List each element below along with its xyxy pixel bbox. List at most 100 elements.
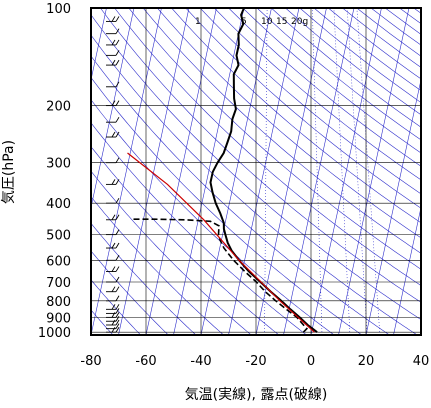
wind-barb-flag	[115, 316, 120, 322]
wind-barb	[106, 323, 120, 330]
wind-barb	[106, 214, 120, 221]
wind-barb-flag	[111, 179, 116, 185]
wind-barb-flag	[115, 81, 120, 88]
wind-barb-flag	[115, 242, 120, 249]
dry-adiabat-line	[91, 146, 280, 335]
mixing-ratio-line	[311, 8, 323, 335]
isotherm-line	[420, 333, 421, 335]
dry-adiabat-line	[228, 8, 421, 167]
wind-barb-flag	[111, 100, 116, 106]
mixing-ratio-label: 10	[261, 17, 273, 27]
dry-adiabat-line	[242, 8, 421, 154]
wind-barb	[106, 16, 120, 22]
wind-barb-flag	[111, 266, 116, 272]
wind-barb-flag	[115, 214, 120, 221]
isotherm-line	[365, 78, 421, 335]
wind-barb-flag	[111, 16, 116, 22]
wind-barb-flag	[115, 50, 120, 56]
wind-barb-flag	[115, 59, 120, 66]
dry-adiabat-line	[91, 77, 363, 335]
isotherm-line	[173, 8, 245, 335]
dry-adiabat-line	[171, 8, 421, 224]
wind-barb-flag	[115, 229, 120, 235]
wind-barb-flag	[115, 16, 120, 22]
wind-barb-flag	[115, 326, 120, 333]
mixing-ratio-labels: 1 5 10 15 20g	[195, 17, 308, 27]
wind-barb-flag	[111, 326, 116, 333]
wind-barb	[106, 326, 120, 333]
wind-barbs	[106, 8, 120, 333]
wind-barb-flag	[115, 116, 120, 123]
y-tick-label: 200	[46, 100, 71, 115]
y-tick-label: 500	[46, 229, 71, 244]
wind-barb-flag	[115, 323, 120, 329]
wind-barb-flag	[111, 131, 116, 138]
dry-adiabat-line	[100, 8, 421, 303]
dry-adiabat-line	[91, 34, 418, 335]
wind-barb-flag	[111, 59, 116, 66]
mixing-ratio-label: 1	[195, 17, 201, 27]
wind-barb	[106, 157, 120, 164]
dry-adiabat-line	[91, 222, 197, 335]
wind-barb	[106, 179, 120, 185]
wind-barb-flag	[115, 266, 120, 272]
dry-adiabat-line	[128, 8, 421, 270]
wind-barb	[106, 229, 120, 236]
dry-adiabat-line	[185, 8, 421, 209]
isotherm-line	[200, 8, 272, 335]
wind-barb-flag	[111, 242, 116, 249]
wind-barb-flag	[115, 276, 120, 283]
wind-barb-flag	[115, 295, 120, 302]
wind-barb-flag	[115, 319, 120, 326]
wind-barb-flag	[115, 308, 120, 314]
isotherm-line	[255, 8, 327, 335]
wind-barb-flag	[115, 312, 120, 318]
mixing-ratio-label: 20g	[291, 17, 308, 27]
dry-adiabat-line	[91, 196, 224, 335]
isotherm-line	[118, 8, 190, 335]
isotherm-line	[145, 8, 217, 335]
isotherm-line	[338, 8, 410, 335]
wind-barb	[106, 308, 120, 314]
isotherm-line	[91, 8, 135, 209]
wind-barb-flag	[115, 179, 120, 185]
x-tick-label: 40	[413, 354, 430, 369]
wind-barb-flag	[111, 286, 116, 292]
mixing-ratio-line	[346, 8, 368, 335]
y-tick-label: 900	[46, 311, 71, 326]
wind-barb	[106, 59, 120, 66]
dry-adiabat-line	[91, 55, 390, 335]
wind-barb-flag	[111, 214, 116, 221]
parcel-line	[127, 152, 315, 333]
wind-barb	[106, 255, 120, 261]
wind-barb	[106, 266, 120, 273]
isotherm-line	[310, 8, 382, 335]
wind-barb-flag	[111, 304, 116, 310]
isotherm-line	[283, 8, 355, 335]
wind-barb-flag	[115, 286, 120, 292]
wind-barb-flag	[115, 197, 120, 204]
wind-barb	[106, 197, 120, 204]
dry-adiabat-line	[114, 8, 421, 286]
x-tick-label: -80	[80, 354, 101, 369]
y-tick-label: 1000	[38, 326, 71, 341]
y-tick-label: 100	[46, 2, 71, 17]
wind-barb	[106, 116, 120, 123]
wind-barb	[106, 304, 120, 310]
wind-barb-flag	[115, 131, 120, 138]
isotherm-line	[393, 205, 421, 335]
plot-frame	[90, 7, 422, 336]
y-tick-label: 400	[46, 197, 71, 212]
wind-barb	[106, 50, 120, 56]
wind-barb	[106, 28, 120, 35]
wind-barb	[106, 242, 120, 249]
y-tick-label: 600	[46, 254, 71, 269]
dry-adiabat-line	[91, 309, 114, 335]
y-tick-label: 700	[46, 276, 71, 291]
dry-adiabat-line	[157, 8, 421, 239]
series-layer	[127, 8, 318, 333]
wind-barb-flag	[115, 157, 120, 163]
mixing-ratio-label: 5	[241, 17, 247, 27]
